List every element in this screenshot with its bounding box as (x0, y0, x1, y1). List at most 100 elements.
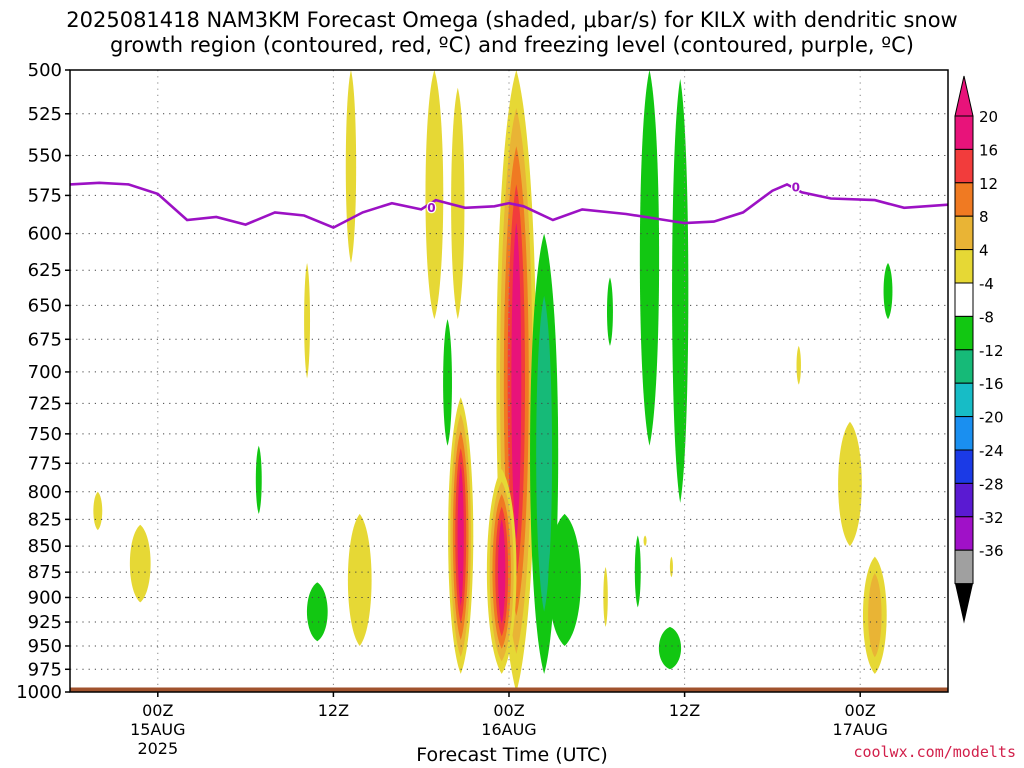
y-tick-label: 525 (28, 104, 62, 125)
omega-feature-14-level-0 (643, 535, 647, 547)
y-tick-label: 800 (28, 482, 62, 503)
y-tick-label: 975 (28, 659, 62, 680)
freezing-level-label: 0 (427, 201, 435, 215)
omega-feature-15-level-0 (669, 556, 673, 578)
x-tick-label: 00Z (845, 701, 876, 720)
colorbar-label: 12 (979, 175, 998, 193)
omega-feature-20-level-0 (443, 319, 452, 446)
y-tick-label: 775 (28, 453, 62, 474)
y-tick-label: 700 (28, 362, 62, 383)
colorbar-label: -24 (979, 442, 1004, 460)
colorbar-label: -4 (979, 275, 994, 293)
y-tick-label: 725 (28, 393, 62, 414)
colorbar-swatch (954, 115, 974, 150)
colorbar-label: 4 (979, 242, 989, 260)
colorbar-top-arrow (954, 75, 974, 117)
colorbar: 20 16 12 8 4 -4 -8 -12 -16 -20 -24 -28 -32 -36 (954, 75, 1004, 624)
y-tick-label: 1000 (16, 682, 62, 703)
colorbar-swatch (954, 516, 974, 551)
omega-feature-13-level-0 (603, 567, 608, 627)
colorbar-swatch (954, 249, 974, 284)
colorbar-swatch (954, 482, 974, 518)
colorbar-swatch (954, 148, 974, 184)
x-tick-year: 2025 (137, 739, 178, 758)
colorbar-label: -8 (979, 308, 994, 326)
omega-feature-22-level-0 (634, 535, 641, 608)
omega-feature-9-level-0 (93, 491, 103, 531)
x-tick-label: 00Z (142, 701, 173, 720)
omega-feature-6-level-4 (498, 519, 506, 624)
y-tick-label: 650 (28, 295, 62, 316)
surface-terrain (70, 687, 948, 692)
freezing-level-contour: 00 (69, 179, 949, 230)
x-tick-date: 16AUG (481, 720, 536, 739)
colorbar-label: 16 (979, 141, 998, 159)
colorbar-bottom-arrow (955, 583, 973, 624)
x-tick-date: 17AUG (832, 720, 887, 739)
colorbar-label: -20 (979, 409, 1004, 427)
omega-feature-26-level-0 (658, 626, 682, 670)
omega-feature-18-level-0 (639, 70, 660, 446)
y-tick-label: 950 (28, 636, 62, 657)
freezing-level-label: 0 (792, 181, 800, 195)
omega-feature-2-level-0 (451, 87, 465, 320)
omega-feature-12-level-0 (796, 345, 801, 385)
colorbar-label: -32 (979, 509, 1004, 527)
omega-feature-25-level-0 (306, 582, 328, 642)
omega-feature-17-level-0 (548, 513, 581, 646)
omega-feature-24-level-0 (255, 445, 262, 514)
y-tick-label: 900 (28, 587, 62, 608)
omega-feature-7-level-0 (347, 513, 372, 646)
colorbar-label: -28 (979, 475, 1004, 493)
colorbar-swatch (954, 315, 974, 351)
omega-feature-5-level-4 (457, 465, 464, 607)
y-tick-label: 600 (28, 224, 62, 245)
omega-feature-19-level-0 (672, 78, 689, 503)
omega-feature-0-level-0 (345, 70, 357, 264)
colorbar-swatch (954, 215, 974, 251)
credit-text: coolwx.com/modelts (853, 743, 1016, 761)
omega-feature-8-level-0 (129, 524, 151, 603)
y-tick-label: 625 (28, 260, 62, 281)
y-tick-label: 550 (28, 146, 62, 167)
x-tick-label: 12Z (669, 701, 700, 720)
colorbar-swatch (954, 549, 974, 585)
colorbar-label: -36 (979, 542, 1004, 560)
colorbar-swatch (954, 282, 974, 317)
omega-feature-16-level-1 (536, 295, 553, 612)
omega-feature-23-level-0 (883, 263, 893, 320)
colorbar-swatch (954, 416, 974, 451)
colorbar-label: -16 (979, 375, 1004, 393)
y-tick-label: 925 (28, 612, 62, 633)
freezing-level-line (69, 181, 949, 230)
x-axis-title: Forecast Time (UTC) (416, 744, 608, 766)
chart-title-line2: growth region (contoured, red, ºC) and f… (110, 33, 914, 57)
y-tick-label: 675 (28, 329, 62, 350)
x-tick-date: 15AUG (130, 720, 185, 739)
omega-feature-21-level-0 (607, 277, 613, 346)
y-tick-label: 575 (28, 185, 62, 206)
x-tick-label: 00Z (493, 701, 524, 720)
chart-title-line1: 2025081418 NAM3KM Forecast Omega (shaded… (66, 8, 958, 32)
omega-feature-1-level-0 (425, 70, 444, 320)
y-axis-ticks: 500 525 550 575 600 625 650 675 700 725 750 775 800 8… (16, 60, 70, 703)
colorbar-swatch (954, 382, 974, 418)
colorbar-swatch (954, 349, 974, 384)
y-tick-label: 875 (28, 562, 62, 583)
colorbar-label: -12 (979, 342, 1004, 360)
omega-shading (93, 70, 893, 692)
y-tick-label: 825 (28, 509, 62, 530)
omega-feature-11-level-0 (838, 421, 862, 547)
omega-feature-10-level-1 (868, 573, 882, 658)
colorbar-swatch (954, 449, 974, 484)
colorbar-swatch (954, 182, 974, 217)
omega-feature-3-level-0 (304, 263, 311, 379)
x-tick-label: 12Z (318, 701, 349, 720)
surface-band (70, 687, 948, 692)
omega-feature-4-level-4 (511, 222, 522, 540)
y-tick-label: 500 (28, 60, 62, 81)
y-tick-label: 750 (28, 424, 62, 445)
colorbar-label: 8 (979, 208, 989, 226)
